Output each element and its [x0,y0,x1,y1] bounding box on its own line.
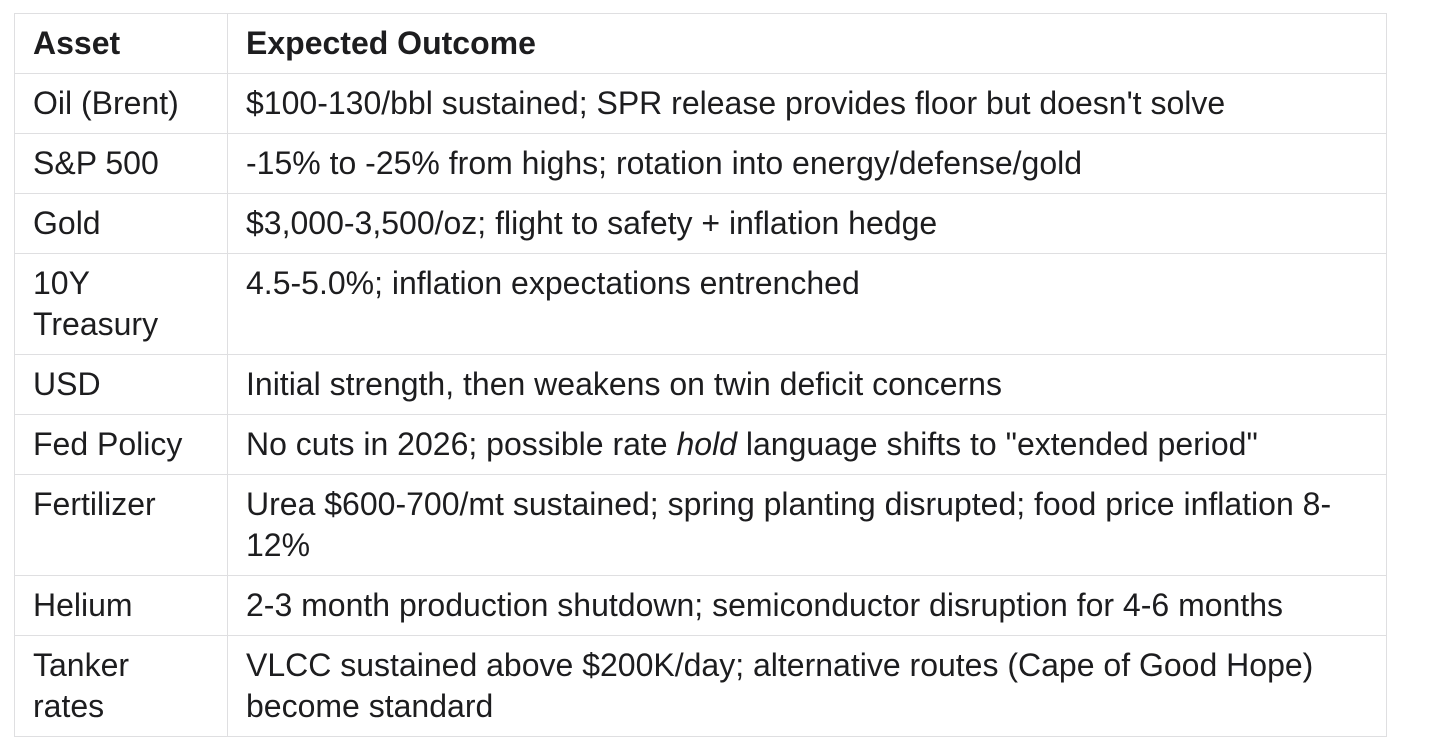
asset-cell: Gold [14,193,228,254]
outcome-cell: VLCC sustained above $200K/day; alternat… [227,635,1387,737]
header-row: Asset Expected Outcome [14,13,1387,74]
outcome-text: language shifts to "extended period" [736,426,1258,462]
table-row: Oil (Brent) $100-130/bbl sustained; SPR r… [14,73,1387,134]
asset-cell: Fertilizer [14,474,228,576]
outcome-text: $3,000-3,500/oz; flight to safety + infl… [246,205,938,241]
outcome-cell: Urea $600-700/mt sustained; spring plant… [227,474,1387,576]
table-row: Helium 2-3 month production shutdown; sem… [14,575,1387,636]
asset-cell: Fed Policy [14,414,228,475]
outcome-cell: -15% to -25% from highs; rotation into e… [227,133,1387,194]
asset-cell: 10Y Treasury [14,253,228,355]
outcome-text: 4.5-5.0%; inflation expectations entrenc… [246,265,860,301]
table-row: 10Y Treasury 4.5-5.0%; inflation expectat… [14,253,1387,355]
table-row: Gold $3,000-3,500/oz; flight to safety + … [14,193,1387,254]
outcome-cell: $3,000-3,500/oz; flight to safety + infl… [227,193,1387,254]
column-header-expected-outcome: Expected Outcome [227,13,1387,74]
table-row: Fed Policy No cuts in 2026; possible rate… [14,414,1387,475]
outcome-text: No cuts in 2026; possible rate [246,426,677,462]
table-row: Tanker rates VLCC sustained above $200K/d… [14,635,1387,737]
outcome-text: Initial strength, then weakens on twin d… [246,366,1002,402]
table-row: Fertilizer Urea $600-700/mt sustained; sp… [14,474,1387,576]
outcome-text: VLCC sustained above $200K/day; alternat… [246,647,1314,724]
asset-cell: S&P 500 [14,133,228,194]
outcome-cell: $100-130/bbl sustained; SPR release prov… [227,73,1387,134]
outcome-text: -15% to -25% from highs; rotation into e… [246,145,1083,181]
outcome-text: Urea $600-700/mt sustained; spring plant… [246,486,1332,563]
outcome-text-italic: hold [676,426,737,462]
outcome-cell: Initial strength, then weakens on twin d… [227,354,1387,415]
table-row: USD Initial strength, then weakens on twi… [14,354,1387,415]
outcome-cell: 4.5-5.0%; inflation expectations entrenc… [227,253,1387,355]
asset-cell: Helium [14,575,228,636]
column-header-asset: Asset [14,13,228,74]
outcome-text: 2-3 month production shutdown; semicondu… [246,587,1283,623]
asset-cell: USD [14,354,228,415]
asset-outcome-table: Asset Expected Outcome Oil (Brent) $100-1… [14,13,1387,737]
asset-cell: Oil (Brent) [14,73,228,134]
outcome-text: $100-130/bbl sustained; SPR release prov… [246,85,1226,121]
outcome-cell: 2-3 month production shutdown; semicondu… [227,575,1387,636]
table-row: S&P 500 -15% to -25% from highs; rotation… [14,133,1387,194]
outcome-cell: No cuts in 2026; possible rate hold lang… [227,414,1387,475]
asset-cell: Tanker rates [14,635,228,737]
